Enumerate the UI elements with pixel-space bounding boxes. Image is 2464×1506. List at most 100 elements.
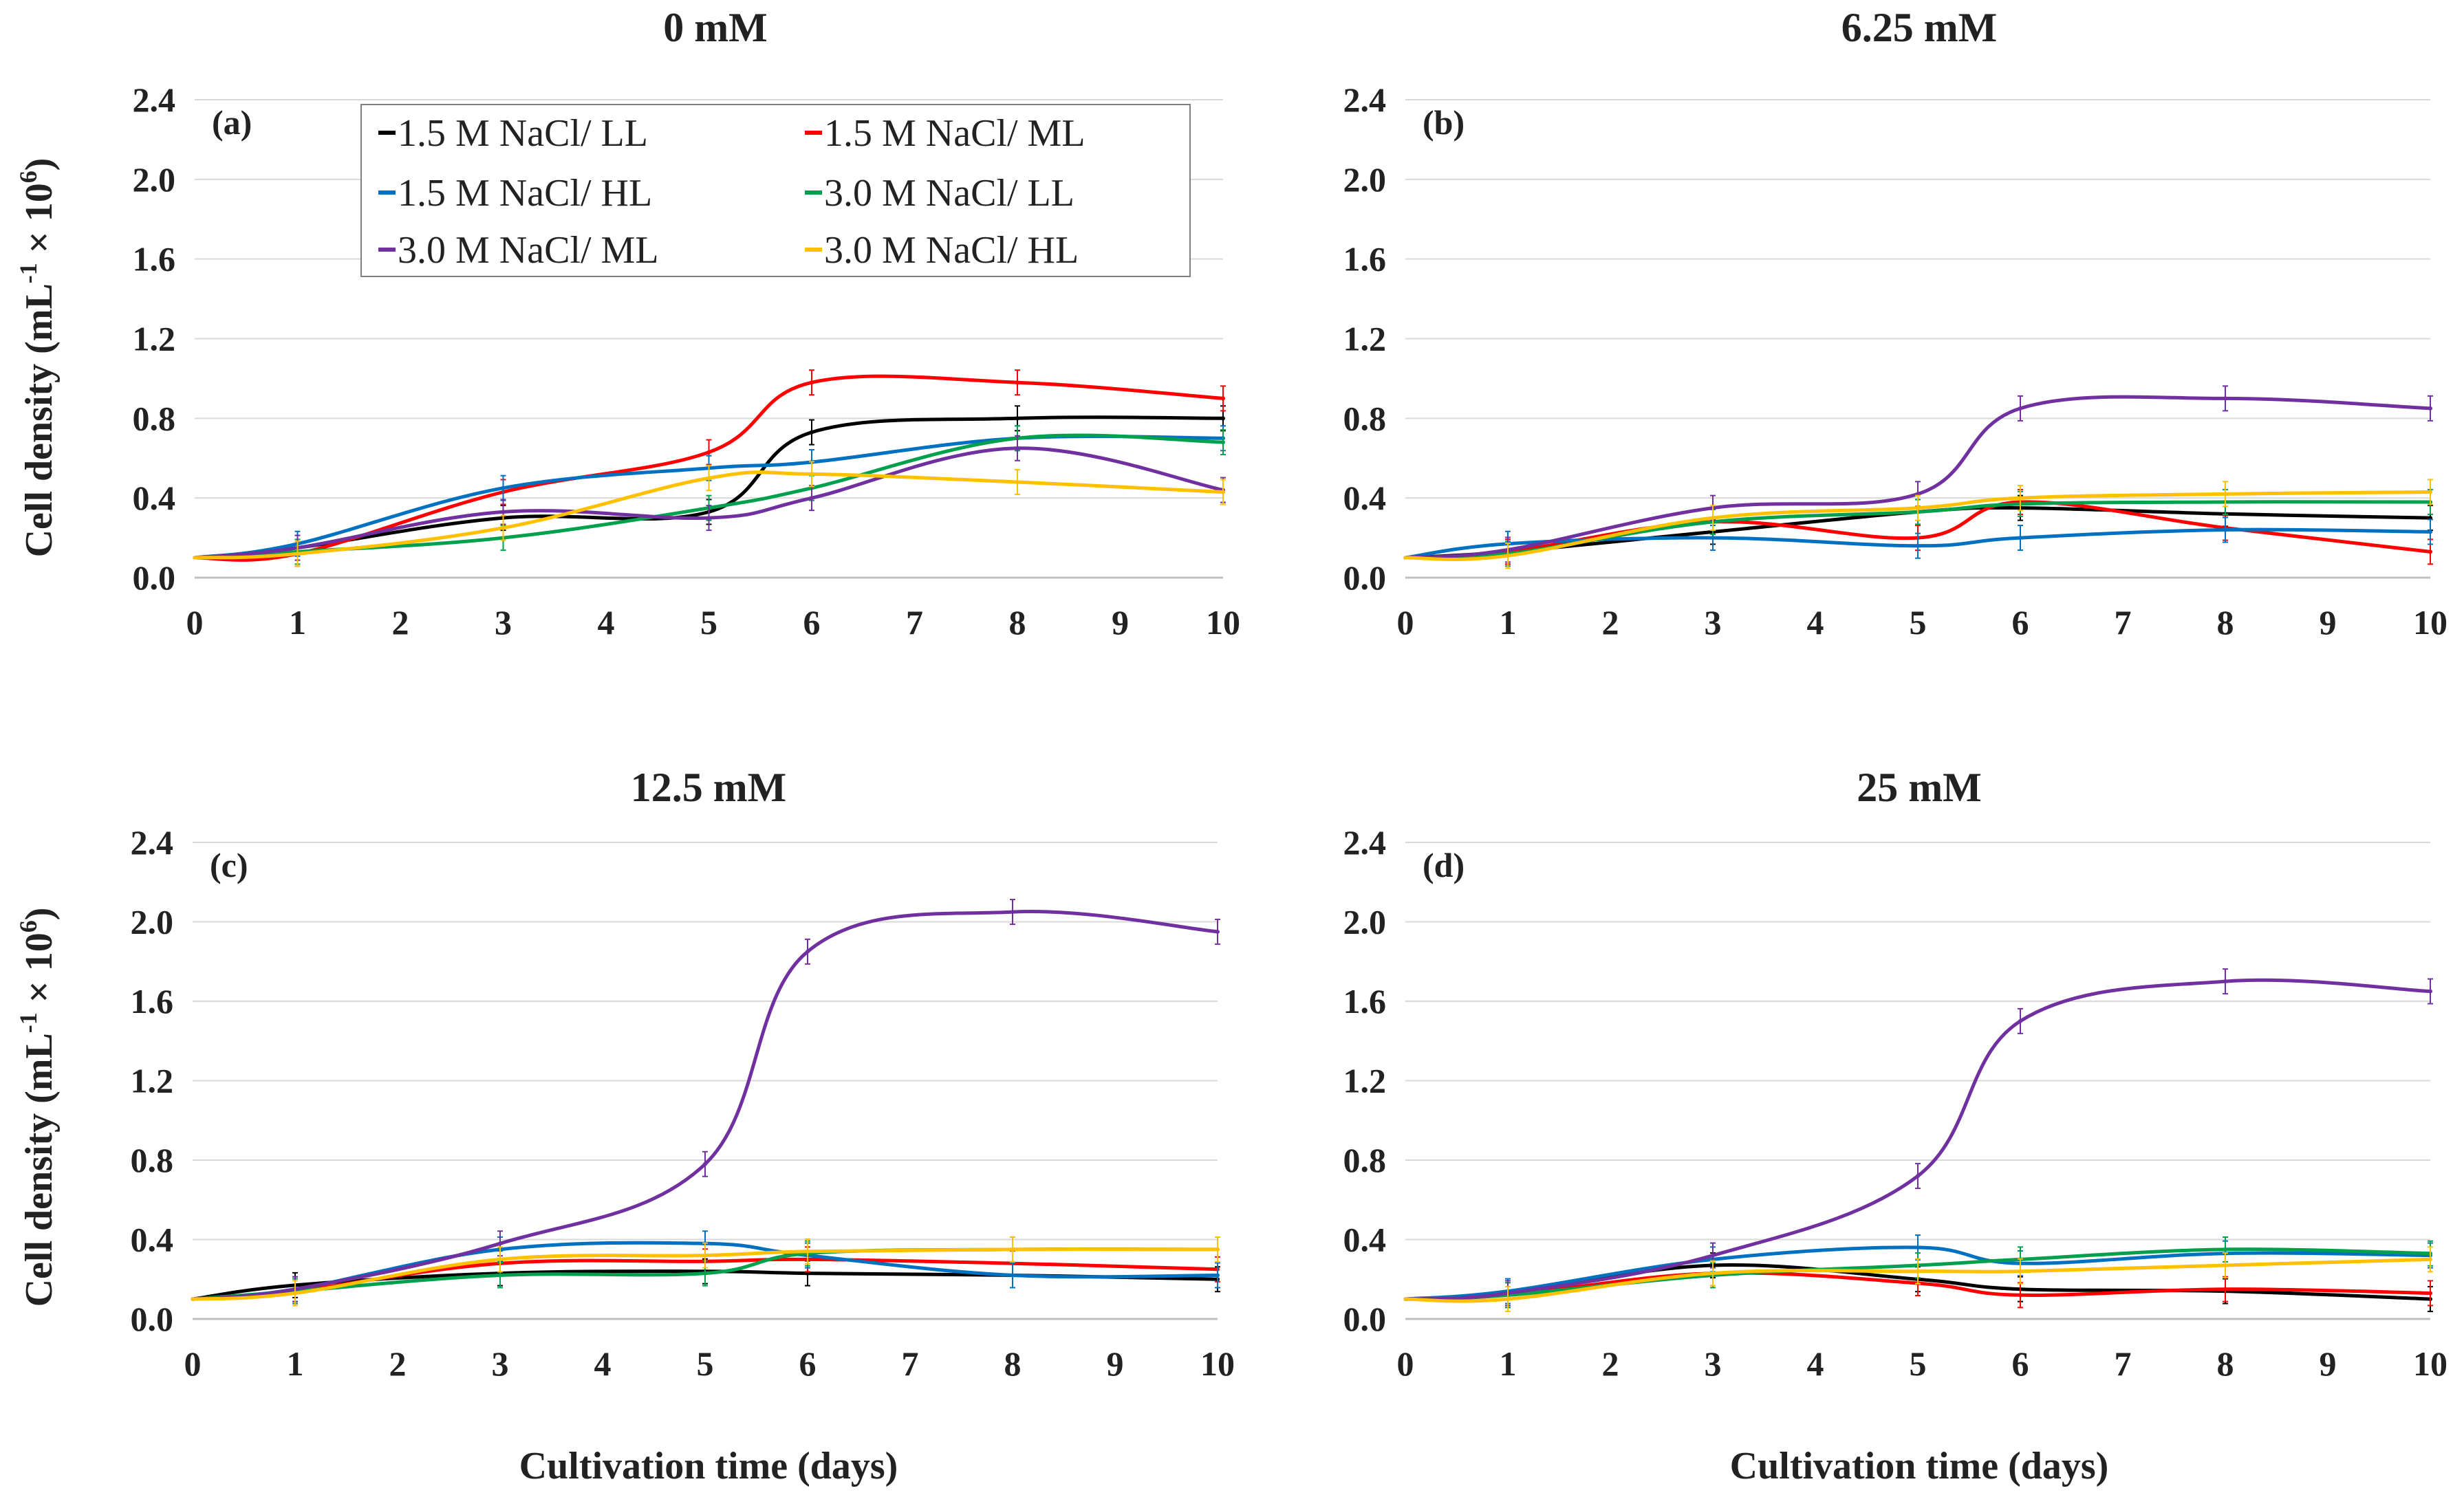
series-group: [191, 1236, 1220, 1307]
x-tick-label: 10: [2413, 603, 2447, 642]
data-point: [2018, 496, 2022, 501]
y-tick-label: 0.8: [131, 1141, 174, 1179]
data-point: [498, 1241, 502, 1246]
x-axis-title-left: Cultivation time (days): [519, 1445, 898, 1487]
data-point: [1011, 1273, 1015, 1278]
chart-panel-b: 0.0 0.4 0.8 1.2 1.6 2.0 2.4 0 1 2 3 4 5 6 7 8 9 10 6.25 mM…: [1343, 5, 2448, 642]
data-point: [1711, 1271, 1715, 1276]
y-tick-label: 0.4: [133, 479, 176, 517]
x-tick-label: 3: [495, 603, 512, 642]
data-point: [703, 1161, 707, 1166]
legend-item: 1.5 M NaCl/ HL: [378, 172, 652, 215]
data-point: [810, 430, 814, 435]
x-tick-label: 6: [799, 1344, 817, 1383]
x-tick-label: 1: [287, 1344, 304, 1383]
y-tick-label: 0.4: [1343, 1221, 1387, 1259]
series-group: [1403, 488, 2433, 567]
data-point: [806, 1249, 810, 1254]
x-tick-label: 0: [1397, 603, 1414, 642]
y-tick-label: 2.4: [1343, 823, 1387, 862]
x-tick-label: 3: [492, 1344, 509, 1383]
x-tick-label: 2: [389, 1344, 407, 1383]
data-point: [706, 476, 711, 481]
series-group: [1403, 1246, 2433, 1313]
data-point: [2018, 1018, 2022, 1023]
legend-label: 3.0 M NaCl/ HL: [824, 229, 1079, 272]
legend-item: 3.0 M NaCl/ HL: [805, 229, 1079, 272]
panels: 0.00.40.81.21.62.02.40 1 2 3 4 5 6 7 8 9 100 mM(a)…: [131, 5, 2448, 1383]
x-tick-label: 6: [2012, 603, 2029, 642]
data-point: [2428, 989, 2432, 994]
y-tick-label: 1.2: [133, 320, 176, 358]
legend-item: 3.0 M NaCl/ ML: [378, 229, 659, 272]
data-point: [501, 525, 506, 530]
y-tick-label: 0.4: [131, 1221, 174, 1259]
data-point: [2223, 492, 2227, 496]
data-point: [2223, 527, 2227, 532]
x-tick-label: 0: [186, 603, 204, 642]
data-point: [295, 552, 300, 556]
series-line: [1403, 395, 2432, 560]
x-tick-label: 7: [906, 603, 923, 642]
data-point: [1916, 505, 1920, 510]
x-tick-label: 9: [2320, 1344, 2337, 1383]
series-group: [1403, 516, 2433, 560]
data-point: [293, 1291, 297, 1296]
x-tick-label: 2: [1602, 603, 1619, 642]
y-tick-label: 0.0: [133, 558, 176, 597]
x-tick-label: 2: [1602, 1344, 1619, 1383]
data-point: [1015, 480, 1019, 484]
x-tick-label: 7: [2115, 603, 2132, 642]
x-tick-label: 10: [1200, 1344, 1235, 1383]
x-tick-label: 0: [1397, 1344, 1414, 1383]
data-point: [2018, 1293, 2022, 1298]
data-point: [1221, 416, 1225, 421]
panel-title: 6.25 mM: [1841, 5, 1998, 50]
x-tick-label: 9: [1112, 603, 1129, 642]
y-tick-label: 0.0: [1343, 558, 1387, 597]
legend-label: 1.5 M NaCl/ ML: [824, 112, 1085, 155]
data-point: [1916, 1245, 1920, 1250]
legend-item: 1.5 M NaCl/ ML: [805, 112, 1085, 155]
data-point: [1215, 1247, 1220, 1252]
data-point: [1711, 1253, 1715, 1258]
y-tick-label: 1.2: [131, 1062, 174, 1100]
series-group: [193, 461, 1226, 567]
legend-label: 3.0 M NaCl/ LL: [824, 172, 1074, 215]
x-tick-label: 2: [392, 603, 409, 642]
x-tick-label: 7: [902, 1344, 919, 1383]
y-tick-label: 0.8: [133, 399, 176, 437]
x-tick-label: 5: [1910, 603, 1927, 642]
data-point: [1015, 380, 1019, 385]
y-tick-label: 2.4: [133, 80, 176, 119]
x-tick-label: 1: [1500, 1344, 1517, 1383]
series-group: [1403, 479, 2433, 569]
data-point: [1916, 543, 1920, 548]
y-tick-label: 0.0: [131, 1300, 174, 1338]
panel-title: 25 mM: [1857, 765, 1982, 810]
data-point: [2428, 1257, 2432, 1262]
series-group: [193, 425, 1226, 565]
data-point: [703, 1271, 707, 1276]
x-tick-label: 3: [1705, 1344, 1722, 1383]
panel-label: (d): [1423, 846, 1465, 884]
y-tick-label: 1.6: [1343, 240, 1387, 279]
y-tick-label: 2.0: [1343, 903, 1387, 941]
y-tick-label: 1.6: [1343, 982, 1387, 1021]
y-tick-label: 1.6: [131, 982, 174, 1021]
data-point: [1015, 446, 1019, 450]
legend-label: 1.5 M NaCl/ HL: [398, 172, 652, 215]
y-tick-label: 0.8: [1343, 399, 1387, 437]
panel-label: (b): [1423, 103, 1465, 142]
x-tick-label: 9: [2320, 603, 2337, 642]
data-point: [1506, 554, 1510, 558]
legend-box: [360, 104, 1191, 277]
data-point: [2428, 490, 2432, 494]
y-tick-label: 0.4: [1343, 479, 1387, 517]
data-point: [2428, 1291, 2432, 1296]
x-tick-label: 4: [1807, 603, 1824, 642]
y-tick-label: 2.4: [131, 823, 174, 862]
data-point: [1221, 440, 1225, 445]
data-point: [2428, 530, 2432, 534]
